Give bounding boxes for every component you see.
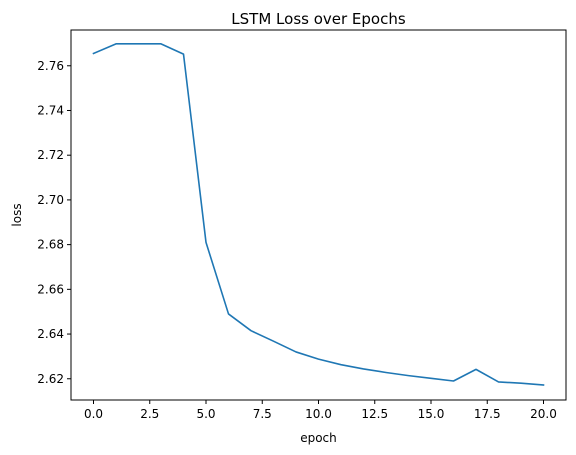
x-tick-label: 15.0 [418, 407, 445, 421]
plot-area [70, 29, 567, 401]
x-axis: 0.0 2.5 5.0 7.5 10.0 12.5 15.0 17.5 20.0 [84, 400, 557, 421]
chart-title: LSTM Loss over Epochs [231, 10, 406, 28]
y-tick-label: 2.76 [37, 59, 64, 73]
y-tick-label: 2.64 [37, 327, 64, 341]
x-tick-label: 20.0 [530, 407, 557, 421]
x-tick-label: 10.0 [305, 407, 332, 421]
y-tick-label: 2.62 [37, 372, 64, 386]
y-tick-label: 2.70 [37, 193, 64, 207]
y-tick-label: 2.72 [37, 148, 64, 162]
x-axis-label: epoch [300, 431, 337, 445]
x-tick-label: 17.5 [474, 407, 501, 421]
y-tick-label: 2.66 [37, 282, 64, 296]
y-tick-label: 2.74 [37, 103, 64, 117]
x-tick-label: 0.0 [84, 407, 103, 421]
x-tick-label: 7.5 [253, 407, 272, 421]
series-layer [92, 43, 545, 386]
x-tick-label: 5.0 [196, 407, 215, 421]
x-tick-label: 2.5 [140, 407, 159, 421]
y-tick-label: 2.68 [37, 238, 64, 252]
x-tick-label: 12.5 [361, 407, 388, 421]
y-axis: 2.62 2.64 2.66 2.68 2.70 2.72 2.74 2.76 [37, 59, 71, 386]
y-axis-label: loss [10, 203, 24, 226]
loss-series-line [92, 43, 545, 386]
